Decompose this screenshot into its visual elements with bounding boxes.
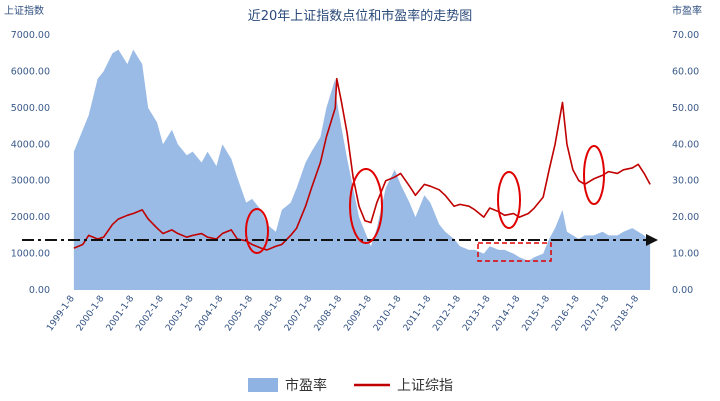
y-axis-right-label: 市盈率 [672, 4, 702, 17]
annotation-ellipse [583, 145, 605, 205]
legend-label-index: 上证综指 [397, 378, 453, 394]
y-tick-left: 7000.00 [11, 30, 50, 41]
y-ticks-left: 0.00 1000.00 2000.00 3000.00 4000.00 5000.00 6… [11, 30, 50, 296]
y-tick-left: 0.00 [29, 285, 50, 296]
y-tick-right: 60.00 [672, 66, 699, 77]
y-tick-right: 40.00 [672, 139, 699, 150]
chart-title: 近20年上证指数点位和市盈率的走势图 [248, 8, 473, 24]
annotation-ellipse [349, 168, 383, 244]
y-tick-right: 30.00 [672, 176, 699, 187]
y-tick-left: 5000.00 [11, 103, 50, 114]
y-tick-left: 1000.00 [11, 249, 50, 260]
y-tick-right: 20.00 [672, 212, 699, 223]
y-tick-right: 70.00 [672, 30, 699, 41]
y-tick-left: 3000.00 [11, 176, 50, 187]
y-tick-left: 6000.00 [11, 66, 50, 77]
legend-swatch-pe [248, 378, 278, 392]
pe-area [73, 49, 651, 291]
index-line [73, 77, 651, 251]
y-axis-left-label: 上证指数 [4, 4, 44, 17]
annotation-dashed-rect [477, 242, 552, 262]
y-tick-left: 4000.00 [11, 139, 50, 150]
y-ticks-right: 0.00 10.00 20.00 30.00 40.00 50.00 60.00 70.00 [672, 30, 699, 296]
annotation-ellipse [497, 171, 521, 229]
plot-area [22, 49, 658, 291]
annotation-ellipse [245, 208, 269, 254]
legend: 市盈率 上证综指 [248, 377, 453, 394]
y-tick-right: 0.00 [672, 285, 693, 296]
y-tick-left: 2000.00 [11, 212, 50, 223]
reference-arrow-head [646, 234, 658, 246]
y-tick-right: 10.00 [672, 249, 699, 260]
legend-label-pe: 市盈率 [285, 377, 327, 394]
y-tick-right: 50.00 [672, 103, 699, 114]
